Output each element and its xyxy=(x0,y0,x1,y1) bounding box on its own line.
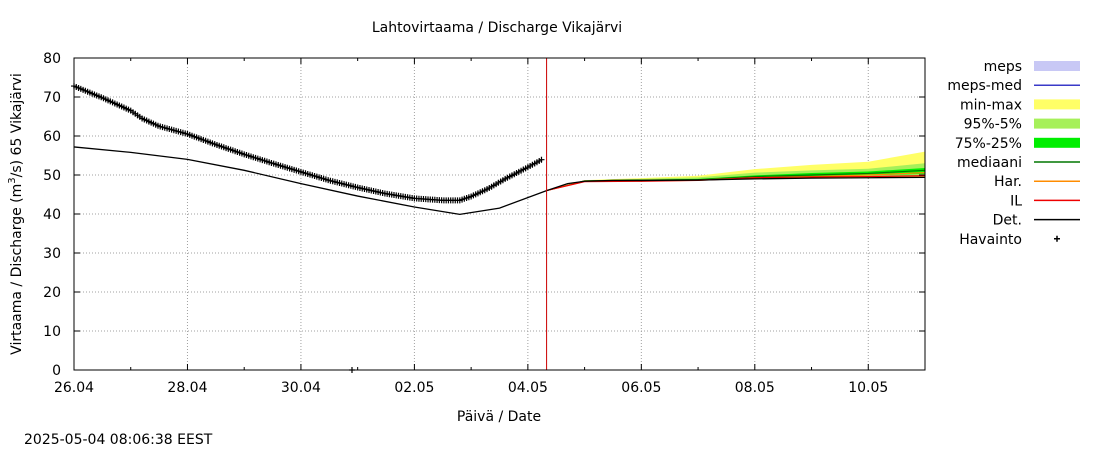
x-tick-label: 10.05 xyxy=(848,380,888,396)
x-tick-label: 30.04 xyxy=(281,380,321,396)
legend-label-il: IL xyxy=(1010,193,1022,209)
legend-label-mediaani: mediaani xyxy=(957,155,1022,171)
timestamp: 2025-05-04 08:06:38 EEST xyxy=(24,432,213,448)
havainto-marker xyxy=(538,156,545,163)
legend-label-har: Har. xyxy=(994,174,1022,190)
legend-swatch-minmax xyxy=(1034,99,1080,110)
x-tick-label: 26.04 xyxy=(54,380,94,396)
y-tick-label: 40 xyxy=(43,207,61,223)
legend-swatch-p75_25 xyxy=(1034,137,1080,148)
grid xyxy=(74,58,925,370)
y-axis-label: Virtaama / Discharge (m3/s) 65 Vikajärvi xyxy=(7,73,25,355)
y-tick-label: 20 xyxy=(43,285,61,301)
x-tick-label: 06.05 xyxy=(621,380,661,396)
x-tick-label: 28.04 xyxy=(167,380,207,396)
legend-swatch-havainto xyxy=(1054,235,1060,242)
x-axis-label: Päivä / Date xyxy=(457,409,541,425)
y-tick-label: 30 xyxy=(43,246,61,262)
x-tick-label: 04.05 xyxy=(508,380,548,396)
legend: meps meps-med min-max 95%-5% 75%-25% mediaani… xyxy=(947,59,1080,248)
y-tick-label: 70 xyxy=(43,90,61,106)
x-tick-label: 08.05 xyxy=(735,380,775,396)
legend-label-havainto: Havainto xyxy=(959,232,1022,248)
y-tick-label: 10 xyxy=(43,324,61,340)
y-tick-label: 0 xyxy=(52,363,61,379)
legend-label-meps: meps xyxy=(984,59,1022,75)
observation-markers xyxy=(71,83,545,373)
legend-label-minmax: min-max xyxy=(960,97,1022,113)
band-p75_25 xyxy=(546,167,925,191)
series-lines xyxy=(73,58,926,370)
legend-label-meps_med: meps-med xyxy=(947,78,1022,94)
legend-swatch-p95_5 xyxy=(1034,118,1080,129)
legend-label-p75_25: 75%-25% xyxy=(955,136,1022,152)
legend-swatch-meps xyxy=(1034,61,1080,71)
plot-frame xyxy=(73,57,926,371)
x-tick-label: 02.05 xyxy=(394,380,434,396)
axes: 0 10 20 30 40 50 60 70 80 26.04 28.04 30.04 02.05 04.… xyxy=(43,51,925,396)
y-tick-label: 80 xyxy=(43,51,61,67)
legend-label-det: Det. xyxy=(993,213,1022,229)
chart-title: Lahtovirtaama / Discharge Vikajärvi xyxy=(372,20,622,36)
legend-label-p95_5: 95%-5% xyxy=(964,117,1022,133)
y-tick-label: 60 xyxy=(43,129,61,145)
y-tick-label: 50 xyxy=(43,168,61,184)
